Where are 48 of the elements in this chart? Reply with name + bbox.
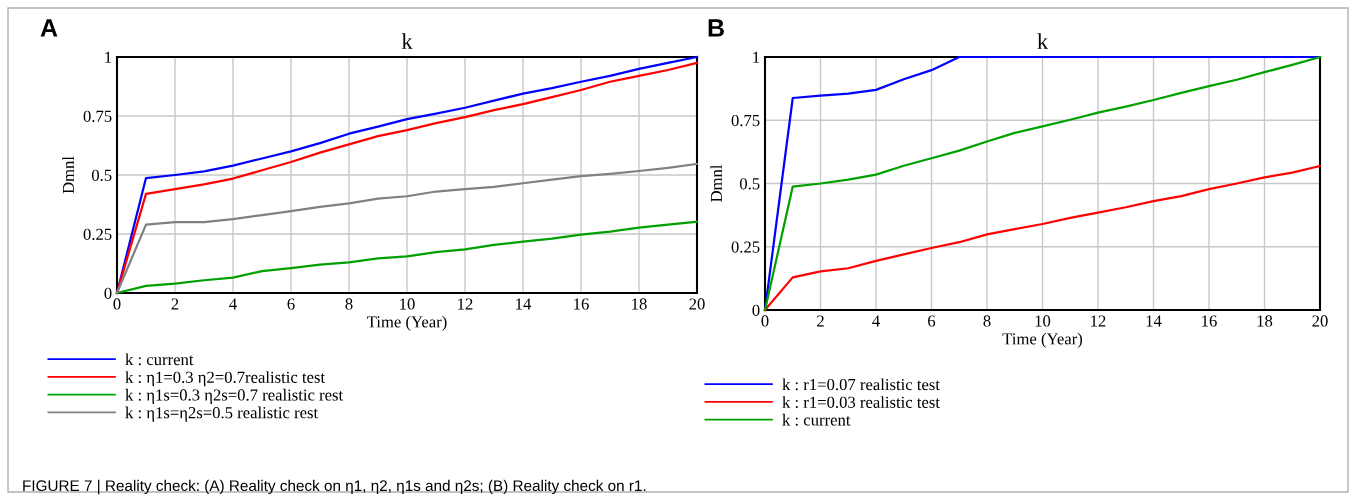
- line-series: [763, 55, 1322, 312]
- x-tick-label: 2: [817, 315, 824, 327]
- y-axis-title: Dmnl: [62, 156, 74, 194]
- x-tick-label: 6: [287, 298, 295, 310]
- x-tick-label: 16: [1202, 315, 1217, 327]
- x-tick-label: 6: [928, 315, 936, 327]
- x-tick-label: 16: [574, 298, 589, 310]
- x-tick-label: 10: [400, 298, 415, 310]
- x-tick-label: 14: [516, 298, 532, 310]
- y-tick-label: 0.25: [731, 241, 760, 253]
- x-tick-label: 0: [761, 315, 769, 327]
- y-tick-label: 0.75: [731, 114, 760, 127]
- legend-label: k : current: [125, 353, 194, 366]
- x-tick-label: 2: [171, 298, 179, 310]
- legend-label: k : η1=0.3 η2=0.7realistic test: [125, 371, 325, 387]
- y-tick-label: 0.75: [83, 110, 112, 123]
- y-tick-label: 0.5: [739, 178, 760, 190]
- chart-title: k: [401, 33, 413, 49]
- legend-label: k : r1=0.07 realistic test: [782, 378, 940, 391]
- x-tick-label: 14: [1146, 315, 1162, 327]
- x-axis-title: Time (Year): [1002, 332, 1083, 348]
- x-tick-label: 20: [689, 298, 705, 310]
- x-tick-label: 10: [1035, 315, 1051, 327]
- x-tick-label: 12: [458, 298, 473, 310]
- x-tick-label: 18: [1257, 315, 1273, 327]
- legend-label: k : η1s=0.3 η2s=0.7 realistic rest: [125, 388, 344, 404]
- x-tick-label: 4: [229, 298, 237, 310]
- x-tick-label: 20: [1312, 315, 1328, 327]
- y-tick-label: 0: [104, 287, 112, 299]
- x-tick-label: 8: [345, 298, 353, 310]
- legend-label: k : current: [782, 413, 851, 426]
- x-tick-label: 4: [872, 315, 880, 327]
- text: A: [40, 19, 58, 37]
- text: B: [708, 19, 724, 37]
- x-tick-label: 8: [983, 315, 991, 327]
- y-axis-title: Dmnl: [710, 164, 722, 202]
- x-tick-label: 12: [1091, 315, 1106, 327]
- x-tick-label: 0: [113, 298, 121, 310]
- legend-label: k : r1=0.03 realistic test: [782, 396, 940, 408]
- y-tick-label: 1: [753, 51, 760, 63]
- x-axis-title: Time (Year): [367, 315, 447, 331]
- chart-title: k: [1037, 33, 1049, 49]
- y-tick-label: 0.5: [91, 169, 112, 182]
- y-tick-label: 0.25: [83, 228, 112, 241]
- x-tick-label: 18: [632, 298, 647, 310]
- caption: FIGURE 7 | Reality check: (A) Reality check on η1, η2, η1s and η2s; (B) Reality check on r1.: [23, 479, 646, 495]
- legend-label: k : η1s=η2s=0.5 realistic rest: [125, 406, 319, 422]
- y-tick-label: 1: [105, 51, 112, 63]
